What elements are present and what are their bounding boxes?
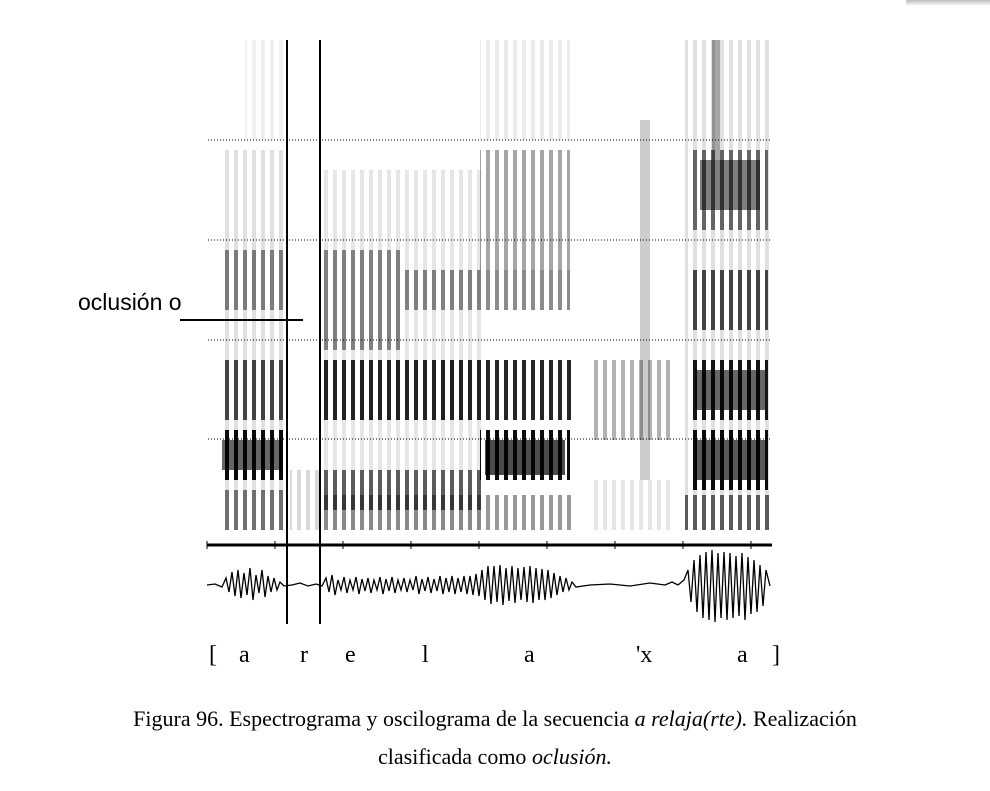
spectrogram-segment-rela xyxy=(322,40,572,530)
segment-a: a xyxy=(239,642,250,668)
caption-italic: a relaja(rte). xyxy=(634,706,748,731)
segment-bracket-open: [ xyxy=(209,642,217,668)
spectrogram-segment-x xyxy=(590,120,670,530)
spectrogram xyxy=(220,40,770,530)
segment-a: a xyxy=(524,642,535,668)
caption-line-1: Figura 96. Espectrograma y oscilograma d… xyxy=(0,700,990,738)
spectrogram-segment-a1 xyxy=(220,150,288,530)
spectrogram-segment-a2 xyxy=(685,40,770,530)
caption-italic: oclusión. xyxy=(531,744,612,769)
figure-caption: Figura 96. Espectrograma y oscilograma d… xyxy=(0,700,990,776)
segment-a: a xyxy=(737,642,748,668)
spectrogram-occlusion xyxy=(290,470,320,530)
spectrogram-figure xyxy=(180,40,772,624)
spectrogram-noise xyxy=(245,40,285,140)
caption-text: clasificada como xyxy=(378,744,532,769)
caption-text: Realización xyxy=(747,706,857,731)
phonetic-transcription: [ a r e l a 'x a ] xyxy=(0,640,990,670)
annotation-label: oclusión o xyxy=(78,289,182,315)
segment-r: r xyxy=(300,642,308,668)
page-corner-shadow xyxy=(906,0,990,6)
segment-bracket-close: ] xyxy=(772,642,780,668)
segment-e: e xyxy=(345,642,356,668)
segment-x: 'x xyxy=(636,642,653,668)
segment-l: l xyxy=(422,642,429,668)
oscillogram xyxy=(206,549,771,623)
frequency-gridlines xyxy=(208,139,770,440)
oscillogram-waveform xyxy=(206,549,771,623)
caption-text: Figura 96. Espectrograma y oscilograma d… xyxy=(133,706,635,731)
caption-line-2: clasificada como oclusión. xyxy=(0,738,990,776)
time-axis xyxy=(206,541,772,549)
